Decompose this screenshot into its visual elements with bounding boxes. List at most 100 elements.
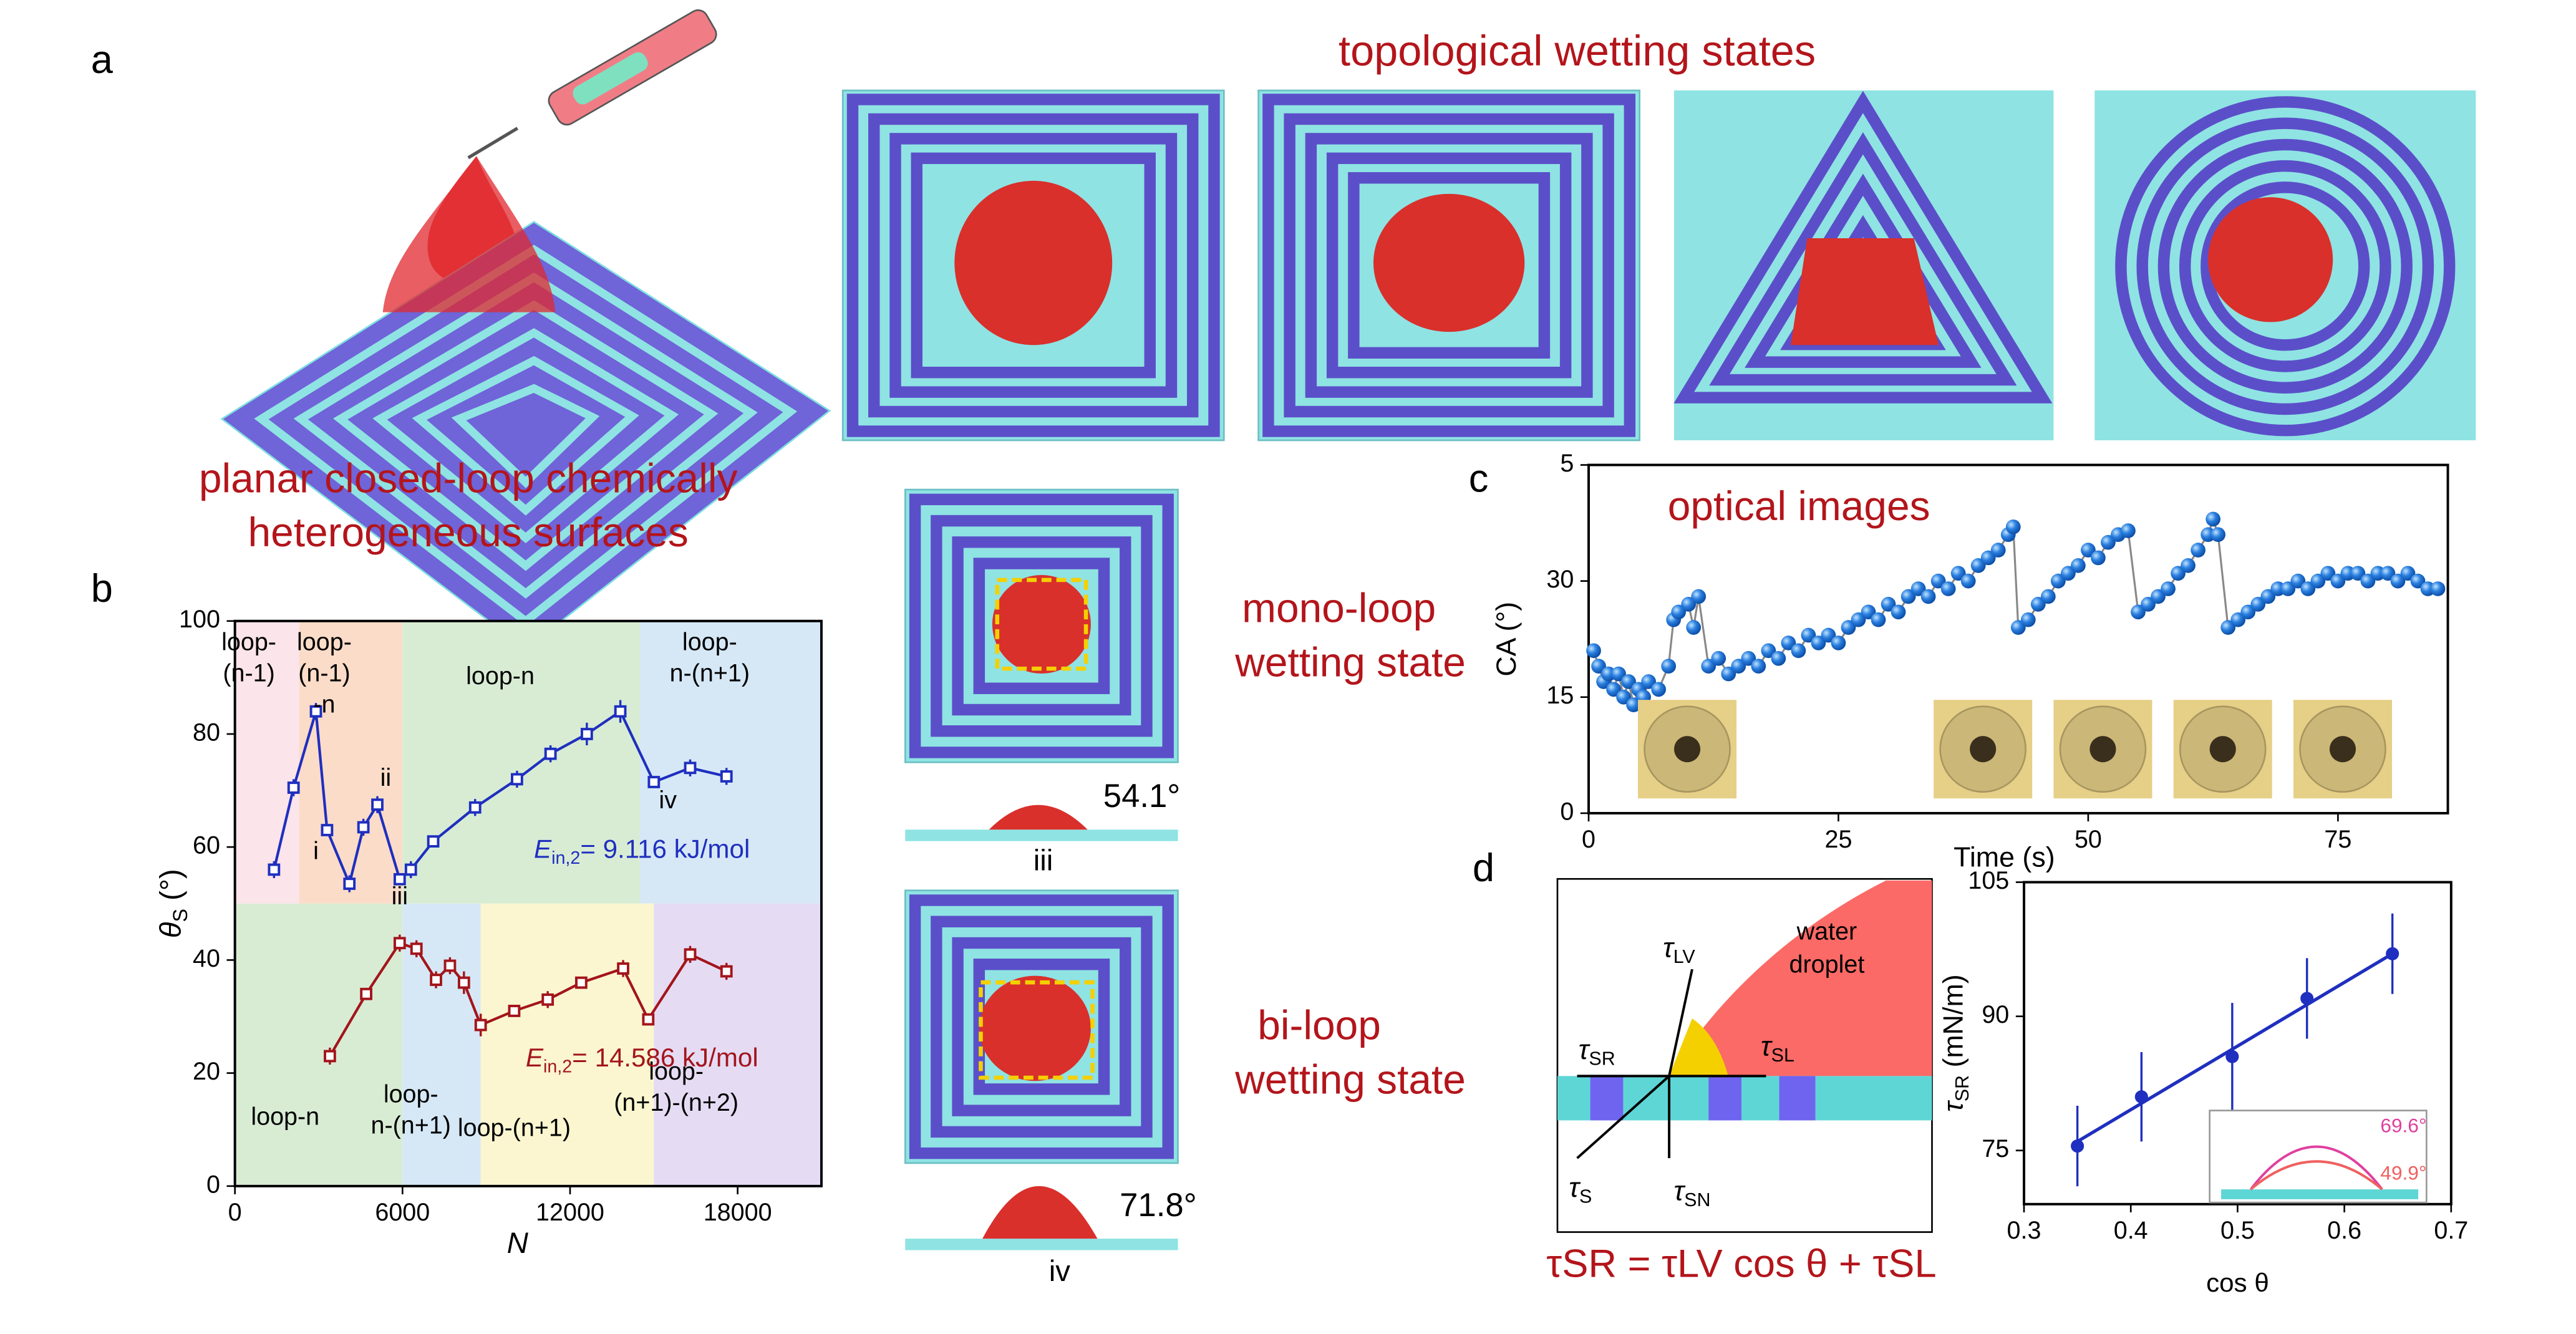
tau-label: τS [1569,1172,1592,1207]
droplet-label: water [1796,918,1857,945]
tau-label-sub: S [1579,1186,1592,1207]
point [1891,604,1906,620]
pattern-loop [1709,132,2017,386]
y-tick-label: 0 [206,1171,220,1198]
marker [541,993,554,1006]
tau-label-sub: SR [1589,1048,1615,1069]
annotation: optical images [1668,483,1930,529]
region [235,621,299,904]
region-label: loop- [384,1080,438,1108]
tau-label: τSR [1579,1034,1615,1070]
marker [309,705,322,718]
pattern-loop [2201,181,2370,351]
stripe [451,384,600,488]
x-tick-label: 12000 [536,1199,604,1226]
point [1851,612,1866,627]
point [1871,612,1886,627]
point [2101,534,2116,550]
panel-label: b [91,567,113,611]
pattern-loop [952,536,1131,716]
x-tick-label: 75 [2324,826,2351,853]
point [1920,589,1936,604]
region-label: (n-1) [223,659,274,687]
region-label: loop- [649,1058,704,1085]
point [2280,581,2296,596]
point [1910,581,1926,596]
marker [324,1050,336,1063]
marker [360,987,372,1000]
state-label: wetting state [1234,1056,1466,1102]
y-axis-label: CA (°) [1491,602,1522,677]
point [2220,620,2236,635]
point [2330,573,2346,589]
point [1980,550,1996,566]
point [1821,627,1836,643]
drop [382,156,556,312]
point [1661,659,1677,674]
y-axis-label-rest: (mN/m) [1937,974,1968,1075]
point [2010,620,2026,635]
y-axis-label-rest: (°) [154,869,187,909]
inset-substrate [2221,1189,2419,1199]
point [1641,674,1656,689]
state-id: iv [1049,1255,1071,1288]
x-tick-label: 18000 [704,1199,772,1226]
point [2310,573,2326,589]
x-tick-label: 50 [2075,826,2102,853]
region-label: n-(n+1) [670,659,750,687]
pattern-loop [846,94,1220,437]
y-tick-label: 0 [1560,798,1574,825]
marker [508,1005,521,1017]
pattern-loop [931,515,1153,737]
point [1721,666,1736,682]
force-arrow [1668,969,1693,1076]
marker [404,863,417,876]
point [1801,627,1816,643]
region-label: loop- [297,628,352,655]
caption: planar closed-loop chemically [199,455,738,501]
y-tick-label: 40 [193,945,220,972]
substrate [905,829,1178,841]
marker [393,937,406,950]
droplet [954,180,1113,346]
pattern-loop [952,937,1131,1116]
point [1940,581,1956,596]
point [1701,659,1717,674]
point [2005,519,2021,534]
pattern-loop [868,113,1199,418]
pattern-loop [1284,113,1614,418]
pattern-loop [909,894,1174,1159]
region-label: -n [313,691,335,718]
marker [371,798,384,811]
y-tick-label: 60 [193,832,220,859]
optical-drop [1970,736,1997,763]
energy-label: Ein,2= 9.116 kJ/mol [534,834,750,868]
substrate [905,1239,1178,1250]
region [299,621,403,904]
fit-line [2076,952,2394,1143]
x-tick-label: 0.7 [2434,1217,2468,1244]
tau-label-sub: SN [1684,1189,1710,1211]
stripe [412,355,639,516]
energy-label-symbol: E [534,834,552,864]
point [2151,589,2166,604]
point [2061,566,2076,581]
point [2230,612,2246,627]
point [1651,682,1666,697]
point [2206,511,2220,527]
point [2240,604,2256,620]
region-label: loop- [682,628,737,655]
energy-label-symbol: E [526,1043,544,1072]
point [2430,581,2446,596]
point [2290,573,2306,589]
region-label: loop-n [466,662,535,690]
tau-label-symbol: τ [1663,932,1675,963]
y-tick-label: 100 [179,606,220,633]
point [1681,597,1697,612]
energy-label: Ein,2= 14.586 kJ/mol [526,1043,758,1076]
point [1950,566,1966,581]
pattern-loop [1305,133,1593,398]
panel-label: c [1469,457,1489,501]
point [1990,543,2006,558]
